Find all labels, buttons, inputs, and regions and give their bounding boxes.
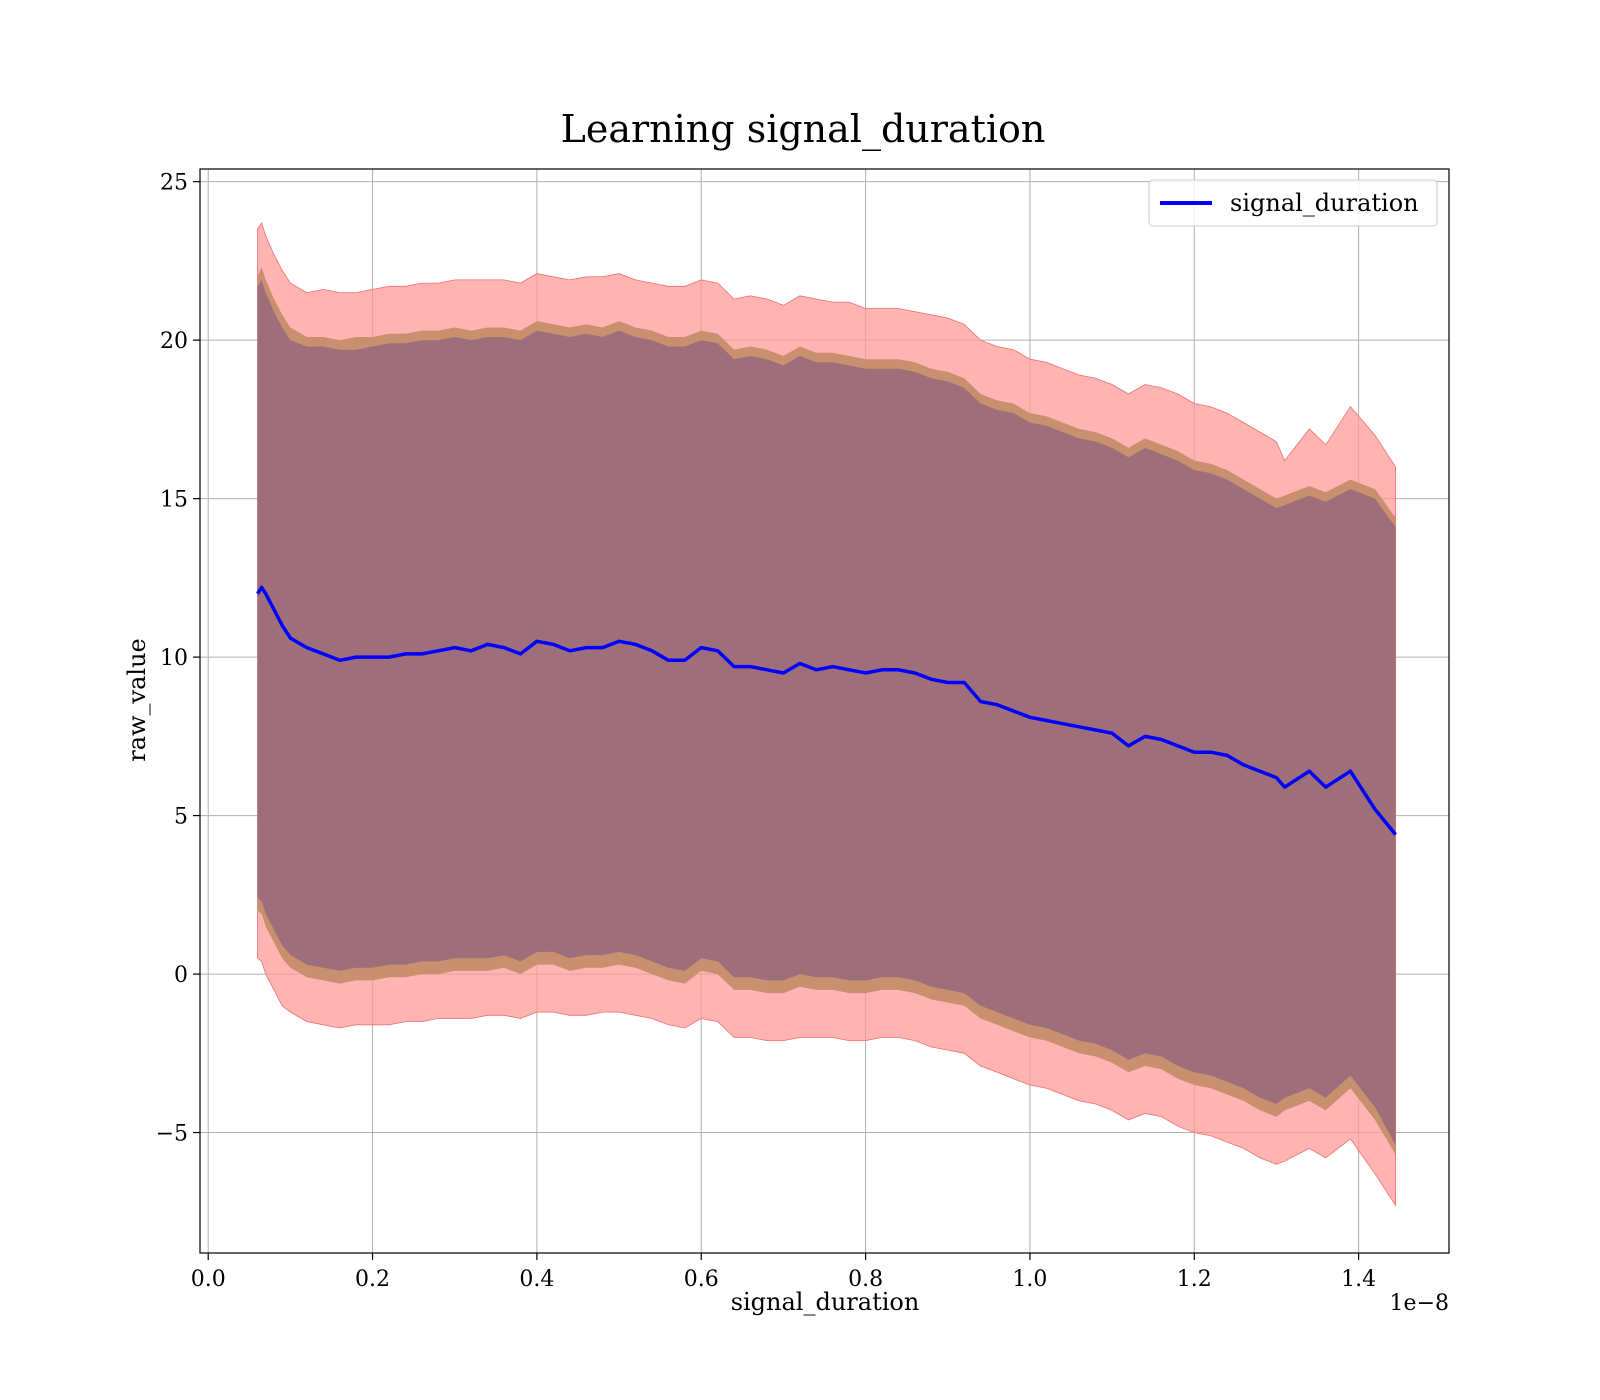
y-axis-ticks: −5 0 5 10 15 20 25 — [156, 171, 200, 1147]
y-tick-label: 10 — [160, 646, 188, 671]
x-tick-label: 1.0 — [1012, 1267, 1047, 1292]
y-tick-label: 0 — [174, 963, 188, 988]
series-lines — [256, 585, 1397, 836]
x-tick-label: 0.8 — [848, 1267, 883, 1292]
legend: signal_duration — [1148, 179, 1438, 227]
chart-title: Learning signal_duration — [561, 107, 1046, 152]
x-axis-label: signal_duration — [731, 1288, 920, 1316]
y-tick-label: 25 — [160, 171, 188, 196]
x-tick-label: 0.4 — [519, 1267, 554, 1292]
x-tick-label: 0.6 — [684, 1267, 719, 1292]
y-tick-label: 15 — [160, 488, 188, 513]
plot-area — [199, 168, 1450, 1254]
y-tick-label: 20 — [160, 329, 188, 354]
x-axis-ticks: 0.0 0.2 0.4 0.6 0.8 1.0 1.2 1.4 — [191, 1253, 1376, 1292]
y-tick-label: −5 — [156, 1122, 188, 1147]
plot-frame — [199, 168, 1450, 1254]
y-axis-label: raw_value — [123, 638, 151, 762]
x-tick-label: 0.2 — [355, 1267, 390, 1292]
confidence-bands — [257, 221, 1396, 1207]
x-tick-label: 0.0 — [191, 1267, 226, 1292]
x-axis-offset-label: 1e−8 — [1390, 1291, 1449, 1316]
x-tick-label: 1.2 — [1177, 1267, 1212, 1292]
y-tick-label: 5 — [174, 805, 188, 830]
x-tick-label: 1.4 — [1341, 1267, 1376, 1292]
legend-box — [1148, 179, 1438, 227]
legend-label-signal-duration: signal_duration — [1230, 189, 1419, 217]
band-inner — [257, 279, 1396, 1146]
series-line-signal-duration — [256, 585, 1397, 836]
